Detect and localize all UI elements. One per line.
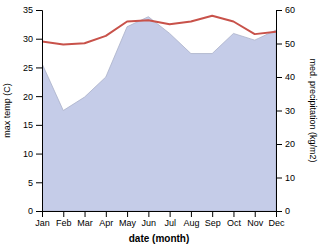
tick-mark — [233, 211, 234, 217]
x-axis: Jan Feb Mar Apr May Jun Jul Aug Sep Oct Nov Dec — [35, 211, 285, 228]
tick-label: 50 — [285, 39, 295, 49]
tick: 0 — [276, 206, 290, 216]
tick: Jul — [164, 211, 176, 228]
tick-mark — [36, 211, 42, 212]
tick-label: Mar — [77, 218, 93, 228]
tick-label: 25 — [23, 63, 33, 73]
tick-mark — [36, 39, 42, 40]
chart: JanFebMarAprMayJunJulAugSepOctNovDec0510… — [0, 0, 318, 247]
tick: Feb — [56, 211, 72, 228]
y-axis-title: max temp (C) — [2, 83, 12, 138]
marks — [42, 16, 276, 211]
tick: Apr — [99, 211, 113, 228]
y2-axis-title: med. precipitation (kg/m2) — [308, 58, 318, 162]
line — [42, 16, 276, 45]
tick-label: 30 — [23, 34, 33, 44]
tick-mark — [148, 211, 149, 217]
tick: 10 — [23, 149, 42, 159]
tick-mark — [127, 211, 128, 217]
axis-line — [36, 11, 43, 212]
tick-mark — [36, 67, 42, 68]
tick: Jun — [142, 211, 157, 228]
tick: Oct — [227, 211, 242, 228]
tick: 20 — [276, 139, 295, 149]
tick-mark — [36, 154, 42, 155]
tick-mark — [36, 125, 42, 126]
tick-label: Feb — [56, 218, 72, 228]
tick-label: 15 — [23, 120, 33, 130]
tick-label: 10 — [23, 149, 33, 159]
tick-label: Aug — [183, 218, 199, 228]
axis-line — [43, 212, 277, 218]
tick-mark — [36, 182, 42, 183]
tick-mark — [276, 178, 282, 179]
tick-mark — [36, 96, 42, 97]
tick: Dec — [268, 211, 285, 228]
y2-axis: 0 10 20 30 40 50 60 — [276, 5, 295, 216]
tick-label: 10 — [285, 173, 295, 183]
tick: 5 — [28, 178, 42, 188]
tick-mark — [276, 44, 282, 45]
tick-label: Nov — [247, 218, 264, 228]
tick-mark — [85, 211, 86, 217]
tick-label: 20 — [23, 92, 33, 102]
tick: 15 — [23, 120, 42, 130]
tick-label: 0 — [28, 206, 33, 216]
tick: Jan — [35, 211, 50, 228]
tick-mark — [276, 10, 282, 11]
tick: 35 — [23, 5, 42, 15]
tick-mark — [276, 77, 282, 78]
tick: 20 — [23, 92, 42, 102]
tick-mark — [276, 144, 282, 145]
tick: Nov — [247, 211, 264, 228]
tick: 60 — [276, 5, 295, 15]
tick: 0 — [28, 206, 42, 216]
tick-label: 60 — [285, 5, 295, 15]
tick-label: Apr — [99, 218, 113, 228]
tick-mark — [63, 211, 64, 217]
tick: 10 — [276, 173, 295, 183]
tick-mark — [276, 211, 282, 212]
tick-mark — [36, 10, 42, 11]
tick-label: 35 — [23, 5, 33, 15]
tick-label: Jun — [142, 218, 157, 228]
tick-label: 30 — [285, 106, 295, 116]
tick-mark — [170, 211, 171, 217]
tick-mark — [191, 211, 192, 217]
tick-label: Oct — [227, 218, 242, 228]
tick: Sep — [205, 211, 221, 228]
tick: 40 — [276, 72, 295, 82]
tick-label: Sep — [205, 218, 221, 228]
tick-mark — [106, 211, 107, 217]
tick-label: Dec — [268, 218, 285, 228]
tick-mark — [255, 211, 256, 217]
tick: Aug — [183, 211, 199, 228]
tick-mark — [276, 111, 282, 112]
tick-label: May — [119, 218, 137, 228]
tick-label: 0 — [285, 206, 290, 216]
y-axis: 0 5 10 15 20 25 30 35 — [23, 5, 43, 216]
tick: 25 — [23, 63, 42, 73]
tick: Mar — [77, 211, 93, 228]
area — [42, 17, 276, 211]
tick: May — [119, 211, 137, 228]
tick-label: Jan — [35, 218, 50, 228]
tick-label: 40 — [285, 72, 295, 82]
tick-mark — [212, 211, 213, 217]
tick: 30 — [276, 106, 295, 116]
tick-label: Jul — [164, 218, 176, 228]
plot: JanFebMarAprMayJunJulAugSepOctNovDec0510… — [23, 5, 295, 228]
axis-line — [277, 11, 283, 212]
x-axis-title: date (month) — [129, 233, 190, 244]
tick: 30 — [23, 34, 42, 44]
tick-label: 20 — [285, 139, 295, 149]
tick-label: 5 — [28, 178, 33, 188]
tick: 50 — [276, 39, 295, 49]
